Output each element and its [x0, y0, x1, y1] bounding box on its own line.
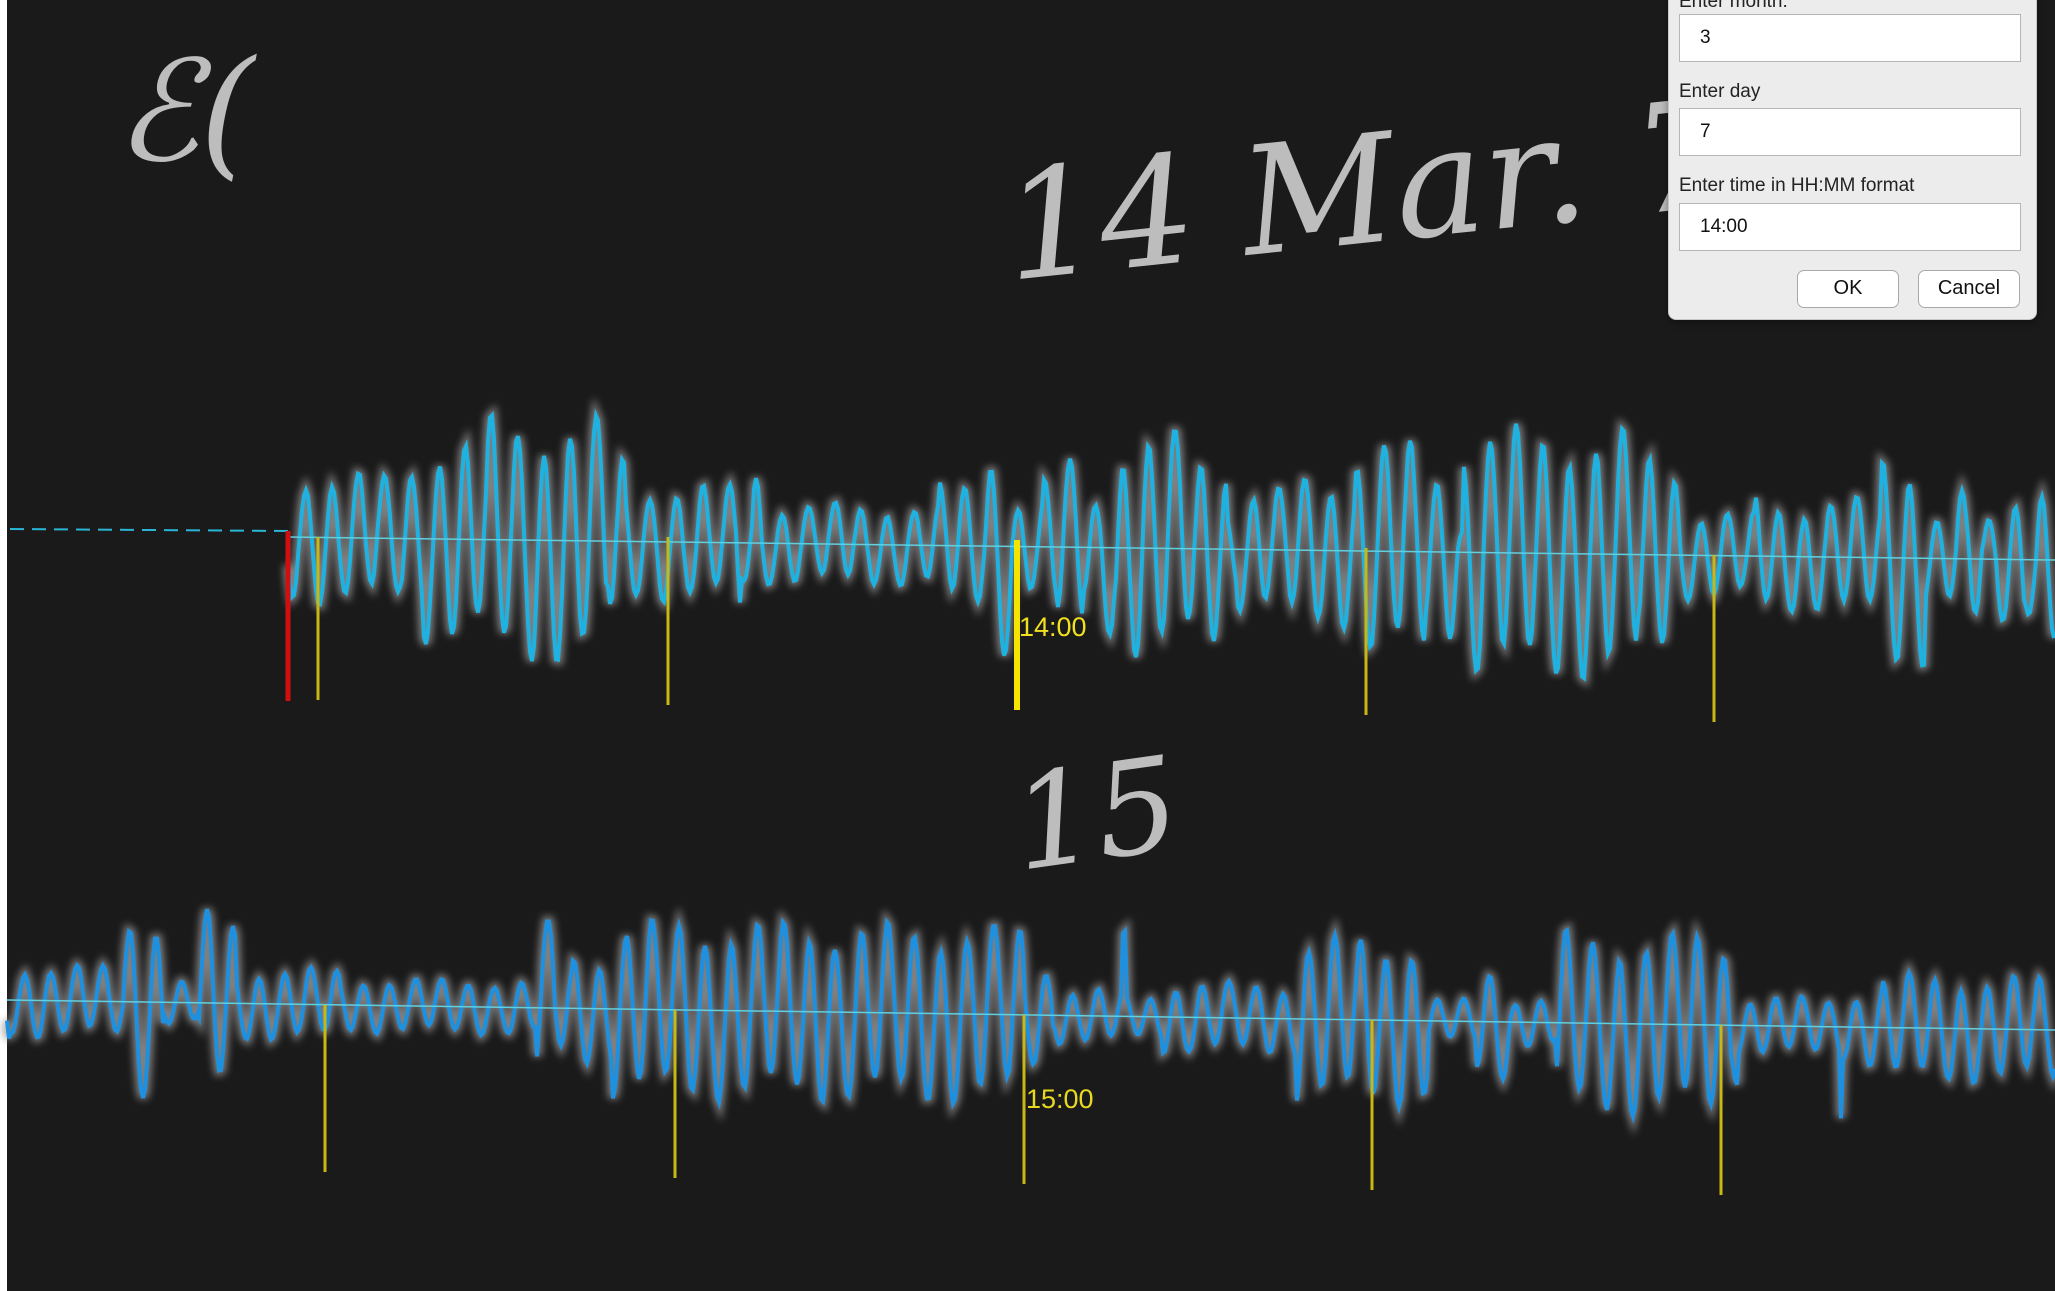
time-input[interactable]: 14:00	[1679, 203, 2021, 251]
trace	[286, 408, 2055, 682]
trace-baseline	[287, 536, 2055, 561]
field-label: Enter month:	[1679, 0, 1788, 12]
time-label: 14:00	[1019, 612, 1087, 642]
field-label: Enter day	[1679, 81, 1761, 102]
trace-baseline	[6, 999, 2055, 1031]
left-edge	[0, 0, 7, 1291]
time-label: 15:00	[1026, 1084, 1094, 1114]
handwritten-mark: ℰ(	[115, 31, 258, 194]
baseline-extension	[9, 528, 289, 532]
cancel-button[interactable]: Cancel	[1918, 270, 2020, 308]
waveforms	[2, 396, 2055, 1136]
ok-button[interactable]: OK	[1797, 270, 1899, 308]
time-markers	[316, 537, 1723, 1195]
handwritten-hour: 15	[1003, 727, 1188, 901]
trace	[5, 908, 2055, 1124]
date-time-dialog: Enter month: 3 Enter day 7 Enter time in…	[1668, 0, 2037, 320]
day-input[interactable]: 7	[1679, 108, 2021, 156]
field-label: Enter time in HH:MM format	[1679, 175, 1915, 196]
month-input[interactable]: 3	[1679, 14, 2021, 62]
